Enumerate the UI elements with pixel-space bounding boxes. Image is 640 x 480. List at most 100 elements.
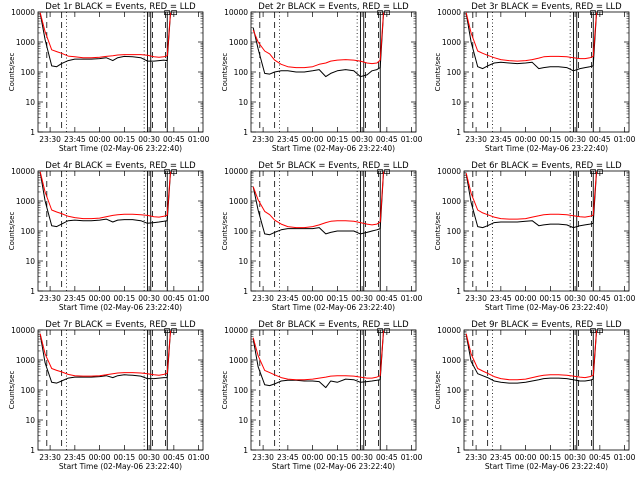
x-tick-label: 23:45 [277, 135, 299, 144]
plot-frame [463, 170, 630, 292]
y-tick-label: 100 [234, 227, 249, 236]
x-tick-label: 23:30 [39, 135, 61, 144]
y-tick-label: 100 [21, 386, 36, 395]
peak-marker [384, 10, 390, 16]
peak-marker [384, 169, 390, 175]
x-axis-label: Start Time (02-May-06 23:22:40) [272, 144, 395, 153]
x-tick-label: 00:30 [138, 453, 160, 462]
x-tick-label: 23:30 [465, 135, 487, 144]
peak-marker [590, 328, 596, 334]
events-series-line [465, 13, 597, 72]
x-tick-label: 23:45 [277, 294, 299, 303]
panel-title: Det 8r BLACK = Events, RED = LLD [258, 320, 409, 330]
y-tick-label: 1000 [16, 197, 35, 206]
y-tick-label: 1000 [442, 38, 461, 47]
peak-marker [590, 169, 596, 175]
x-tick-label: 00:15 [327, 135, 349, 144]
lld-series-line [252, 171, 384, 229]
y-axis-label: Counts/sec [434, 212, 442, 251]
peak-marker [171, 169, 177, 175]
x-tick-label: 00:15 [114, 453, 136, 462]
peak-marker [597, 328, 603, 334]
det-panel-5: Det 5r BLACK = Events, RED = LLD 1 10 100 10… [221, 161, 423, 312]
peak-marker [377, 10, 383, 16]
x-tick-label: 00:00 [89, 294, 111, 303]
x-axis-label: Start Time (02-May-06 23:22:40) [272, 303, 395, 312]
x-tick-label: 00:00 [515, 294, 537, 303]
x-tick-label: 00:15 [327, 453, 349, 462]
x-tick-label: 00:15 [114, 294, 136, 303]
x-tick-label: 01:00 [188, 135, 210, 144]
panel-title: Det 7r BLACK = Events, RED = LLD [45, 320, 196, 330]
x-tick-label: 00:45 [376, 294, 398, 303]
x-tick-label: 23:30 [465, 453, 487, 462]
y-tick-label: 10000 [11, 8, 35, 17]
y-tick-label: 1000 [229, 356, 248, 365]
x-tick-label: 23:45 [490, 453, 512, 462]
panel-title: Det 2r BLACK = Events, RED = LLD [258, 2, 409, 12]
x-tick-label: 00:15 [540, 135, 562, 144]
panel-title: Det 5r BLACK = Events, RED = LLD [258, 161, 409, 171]
x-tick-label: 00:30 [351, 135, 373, 144]
events-series-line [39, 172, 171, 228]
x-tick-label: 00:00 [515, 453, 537, 462]
peak-marker [164, 169, 170, 175]
det-panel-7: Det 7r BLACK = Events, RED = LLD 1 10 100 10… [8, 320, 210, 471]
y-tick-label: 1 [456, 446, 461, 455]
y-tick-label: 1000 [229, 38, 248, 47]
x-axis-label: Start Time (02-May-06 23:22:40) [485, 303, 608, 312]
plot-frame [37, 11, 204, 133]
y-axis-label: Counts/sec [434, 53, 442, 92]
y-tick-label: 10000 [224, 8, 248, 17]
y-tick-label: 1000 [229, 197, 248, 206]
x-tick-label: 00:15 [540, 294, 562, 303]
peak-marker [590, 10, 596, 16]
y-tick-label: 10 [25, 98, 35, 107]
y-tick-label: 1 [243, 128, 248, 137]
x-tick-label: 01:00 [614, 294, 636, 303]
y-axis-label: Counts/sec [8, 371, 16, 410]
y-tick-label: 10 [25, 257, 35, 266]
y-tick-label: 10 [238, 257, 248, 266]
y-axis-label: Counts/sec [221, 53, 229, 92]
y-tick-label: 10 [238, 416, 248, 425]
y-tick-label: 10 [451, 416, 461, 425]
panel-title: Det 6r BLACK = Events, RED = LLD [471, 161, 622, 171]
x-tick-label: 00:00 [89, 453, 111, 462]
det-panel-9: Det 9r BLACK = Events, RED = LLD 1 10 100 10… [434, 320, 636, 471]
x-tick-label: 23:30 [252, 135, 274, 144]
y-tick-label: 1 [30, 446, 35, 455]
x-tick-label: 00:00 [515, 135, 537, 144]
x-tick-label: 00:00 [89, 135, 111, 144]
y-tick-label: 100 [447, 386, 462, 395]
lld-series-line [39, 12, 171, 59]
peak-marker [597, 169, 603, 175]
x-tick-label: 01:00 [614, 135, 636, 144]
peak-marker [171, 328, 177, 334]
x-tick-label: 23:45 [64, 294, 86, 303]
y-tick-label: 1000 [442, 197, 461, 206]
x-tick-label: 01:00 [614, 453, 636, 462]
y-tick-label: 1000 [16, 38, 35, 47]
det-panel-2: Det 2r BLACK = Events, RED = LLD 1 10 100 10… [221, 2, 423, 153]
x-tick-label: 00:30 [138, 135, 160, 144]
x-tick-label: 00:45 [163, 135, 185, 144]
y-tick-label: 1 [243, 287, 248, 296]
x-tick-label: 23:30 [39, 453, 61, 462]
lld-series-line [39, 330, 171, 377]
x-tick-label: 00:45 [163, 453, 185, 462]
x-tick-label: 23:30 [252, 294, 274, 303]
peak-marker [597, 10, 603, 16]
x-axis-label: Start Time (02-May-06 23:22:40) [485, 462, 608, 471]
x-tick-label: 00:30 [138, 294, 160, 303]
x-tick-label: 00:45 [589, 135, 611, 144]
y-tick-label: 10000 [437, 8, 461, 17]
y-tick-label: 10 [238, 98, 248, 107]
x-tick-label: 00:15 [540, 453, 562, 462]
y-tick-label: 10000 [437, 326, 461, 335]
lld-series-line [252, 330, 384, 381]
x-tick-label: 00:30 [564, 294, 586, 303]
x-tick-label: 23:45 [64, 135, 86, 144]
plot-frame [37, 329, 204, 451]
